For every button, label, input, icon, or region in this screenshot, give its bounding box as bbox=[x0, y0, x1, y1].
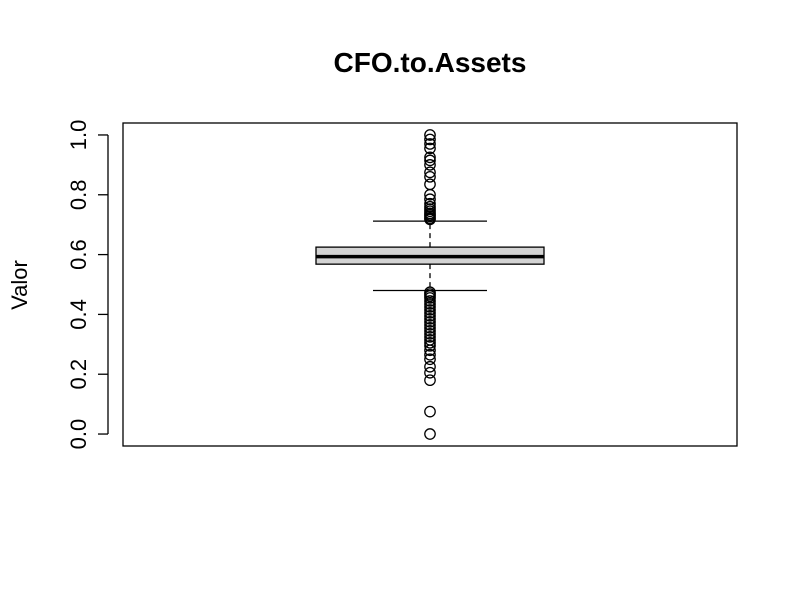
outlier-point bbox=[424, 129, 436, 141]
outlier-point bbox=[424, 353, 436, 366]
y-tick-label: 0.0 bbox=[66, 419, 91, 450]
plot-frame bbox=[122, 122, 738, 447]
outlier-point bbox=[424, 200, 436, 213]
outlier-point bbox=[424, 133, 436, 146]
y-tick-label: 0.4 bbox=[66, 299, 91, 330]
outlier-point bbox=[424, 339, 436, 352]
y-tick-label: 0.8 bbox=[66, 179, 91, 210]
outlier-point bbox=[424, 301, 436, 313]
outlier-point bbox=[424, 295, 436, 307]
outlier-point bbox=[424, 360, 436, 373]
outlier-point bbox=[424, 336, 436, 349]
outlier-point bbox=[424, 170, 436, 183]
outlier-point bbox=[424, 366, 436, 379]
chart-title: CFO.to.Assets bbox=[334, 47, 527, 78]
outlier-point bbox=[424, 405, 436, 418]
y-tick-label: 1.0 bbox=[66, 120, 91, 151]
outlier-point bbox=[424, 307, 436, 319]
outlier-point bbox=[424, 310, 436, 322]
outlier-point bbox=[424, 325, 436, 337]
outlier-point bbox=[424, 193, 436, 206]
box-plot bbox=[315, 220, 545, 292]
outlier-point bbox=[424, 286, 436, 299]
outlier-point bbox=[424, 374, 436, 387]
outlier-point bbox=[424, 304, 436, 316]
outlier-point bbox=[424, 322, 436, 334]
outlier-point bbox=[424, 327, 436, 340]
outlier-point bbox=[424, 313, 436, 325]
outlier-point bbox=[424, 159, 436, 171]
y-tick-label: 0.6 bbox=[66, 239, 91, 270]
outlier-point bbox=[424, 138, 436, 150]
outlier-point bbox=[424, 142, 436, 155]
outlier-point bbox=[424, 197, 436, 210]
outlier-point bbox=[424, 316, 436, 328]
y-tick-label: 0.2 bbox=[66, 359, 91, 390]
outlier-point bbox=[424, 151, 436, 164]
outlier-point bbox=[424, 428, 436, 440]
outlier-point bbox=[424, 319, 436, 331]
outlier-point bbox=[424, 348, 436, 361]
outlier-point bbox=[424, 178, 436, 191]
outlier-point bbox=[424, 330, 436, 343]
y-axis-label: Valor bbox=[7, 260, 32, 310]
outlier-points bbox=[424, 129, 436, 440]
outlier-point bbox=[424, 154, 436, 167]
outlier-point bbox=[424, 333, 436, 346]
outlier-point bbox=[424, 166, 436, 179]
y-axis: 0.0 0.2 0.4 0.6 0.8 1.0 bbox=[66, 120, 109, 450]
